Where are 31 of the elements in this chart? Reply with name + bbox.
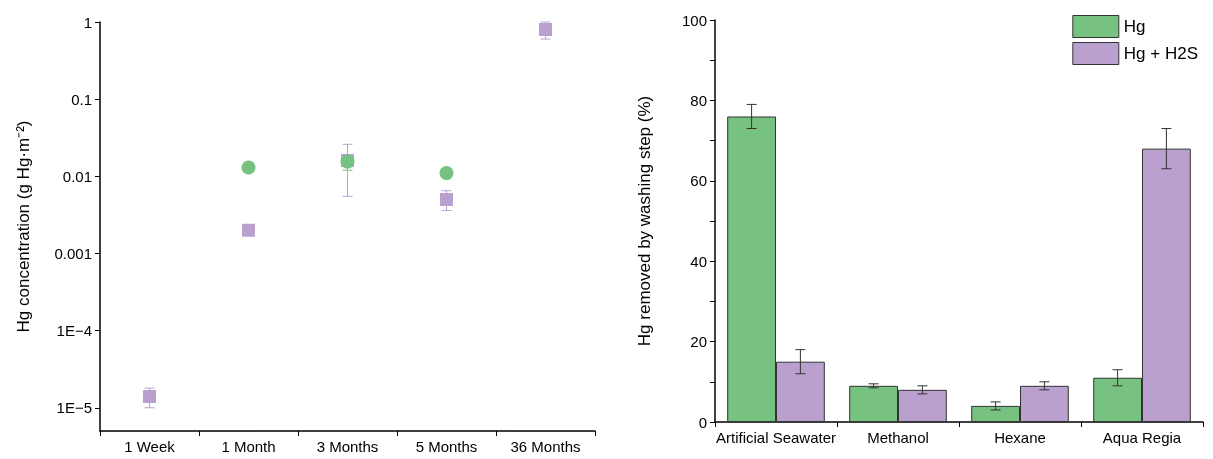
x-tick-label: Hexane xyxy=(994,429,1046,446)
y-tick-label: 100 xyxy=(681,11,707,29)
y-tick-label: 60 xyxy=(690,172,707,190)
point xyxy=(143,390,156,403)
point xyxy=(440,193,453,207)
y-tick-label: 40 xyxy=(690,252,707,270)
legend-label: Hg + H2S xyxy=(1123,44,1199,63)
point xyxy=(539,22,552,36)
x-tick-label: 5 Months xyxy=(415,438,478,455)
y-tick-label: 20 xyxy=(690,333,707,351)
y-tick-label: 0.001 xyxy=(54,244,92,262)
y-tick-label: 1E−4 xyxy=(56,322,92,340)
y-tick-label: 80 xyxy=(690,91,707,109)
y-tick-label: 0.01 xyxy=(62,167,92,185)
legend-label: Hg xyxy=(1123,17,1146,36)
x-tick-label: Artificial Seawater xyxy=(715,429,837,446)
y-axis-title: Hg concentration (g Hg·m⁻²) xyxy=(14,120,33,333)
point xyxy=(241,160,256,175)
y-tick-label: 0.1 xyxy=(71,90,92,108)
x-tick-label: 1 Week xyxy=(124,438,176,455)
y-tick-label: 1E−5 xyxy=(56,399,92,417)
y-axis-title: Hg removed by washing step (%) xyxy=(635,95,654,347)
x-tick-label: 36 Months xyxy=(510,438,581,455)
x-tick-label: 3 Months xyxy=(316,438,379,455)
point xyxy=(439,166,454,181)
point xyxy=(242,223,255,237)
y-tick-label: 1 xyxy=(83,13,92,31)
x-tick-label: Methanol xyxy=(867,429,929,446)
x-tick-label: 1 Month xyxy=(221,438,276,455)
y-tick-label: 0 xyxy=(698,413,707,431)
x-tick-label: Aqua Regia xyxy=(1102,429,1182,446)
